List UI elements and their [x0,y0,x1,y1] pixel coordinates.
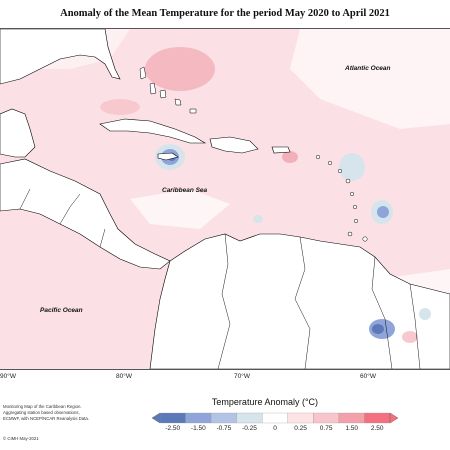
cuba-island [99,118,207,144]
legend-arrow-low [151,412,161,424]
legend-swatch [313,412,340,424]
hispaniola-island [209,136,259,154]
cold-anomaly-patch [372,324,384,334]
bahamas-islands [139,66,197,114]
legend-label: -2.50 [165,425,181,432]
longitude-tick: 80°W [116,373,132,380]
warm-anomaly-patch [402,331,418,343]
legend-swatch [159,412,186,424]
warm-anomaly-patch [100,99,140,115]
legend-label: 0.25 [294,425,307,432]
longitude-tick: 70°W [234,373,250,380]
warm-anomaly-patch [145,47,215,91]
legend-label: 0 [273,425,277,432]
legend-swatch [185,412,212,424]
anomaly-map: Atlantic Ocean Caribbean Sea Pacific Oce… [0,28,450,370]
light-anomaly-zone [130,189,230,229]
light-anomaly-zone [290,29,450,129]
longitude-tick: 60°W [360,373,376,380]
longitude-tick: 90°W [0,373,16,380]
map-title: Anomaly of the Mean Temperature for the … [60,8,390,19]
legend-label: -0.75 [216,425,232,432]
legend-swatch [287,412,314,424]
map-canvas [0,29,450,369]
legend-label: 1.50 [345,425,358,432]
legend-label: 0.75 [319,425,333,432]
ocean-label-atlantic: Atlantic Ocean [345,65,391,72]
country-borders [19,188,421,369]
cold-anomaly-patch [339,153,365,181]
cold-anomaly-patch [377,206,389,218]
ocean-label-caribbean: Caribbean Sea [162,187,208,194]
legend-label: -1.50 [190,425,206,432]
puerto-rico-island [271,146,291,154]
legend-color-bar [151,412,399,424]
legend-swatch [262,412,288,424]
legend-swatch [210,412,237,424]
legend-swatch [338,412,365,424]
warm-anomaly-patch [282,151,298,163]
legend-swatch [236,412,263,424]
ocean-label-pacific: Pacific Ocean [40,307,83,314]
cold-anomaly-patch [253,215,263,223]
legend-swatch [364,412,391,424]
credit-line: Aggregating station based observations, [3,410,80,415]
jamaica-island [157,152,179,161]
credit-line: Monitoring Map of the Caribbean Region. [3,404,82,409]
yucatan-landmass [0,108,36,158]
cold-anomaly-patch [419,308,431,320]
north-america-landmass [0,29,121,85]
copyright: © CIMH May-2021 [3,436,39,441]
legend-label: -0.25 [242,425,257,432]
legend-arrow-high [389,412,399,424]
legend-title: Temperature Anomaly (°C) [211,397,319,407]
legend-label: 2.50 [370,425,384,432]
central-america-landmass [0,158,171,270]
credit-line: ECMWF, with NCEP/NCAR Reanalysis Data. [3,416,89,421]
lesser-antilles-islands [315,154,368,242]
